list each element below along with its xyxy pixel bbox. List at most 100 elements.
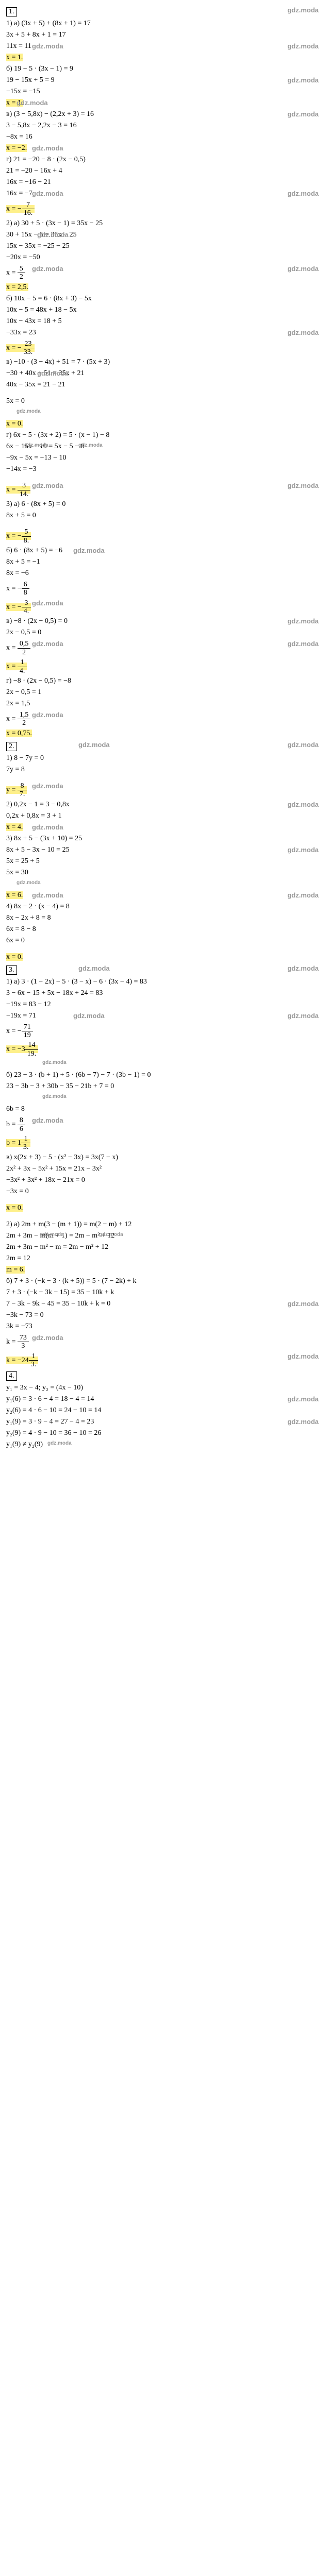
answer: x = 0. bbox=[6, 1204, 23, 1212]
answer: x = 314. bbox=[6, 486, 30, 494]
watermark: gdz.moda bbox=[32, 782, 63, 790]
answer: m = 6. bbox=[6, 1266, 25, 1274]
watermark: gdz.moda bbox=[287, 640, 319, 648]
watermark: gdz.moda bbox=[287, 1012, 319, 1020]
fraction: 86 bbox=[18, 1116, 25, 1133]
eq: 6x = 0 bbox=[6, 937, 324, 946]
eq: в) x(2x + 3) − 5 · (x² − 3x) = 3x(7 − x) bbox=[6, 1154, 324, 1163]
eq: 3) а) 6 · (8x + 5) = 0 bbox=[6, 500, 324, 510]
box-4: 4. bbox=[6, 1371, 17, 1381]
eq: −19x = 83 − 12 bbox=[6, 1001, 324, 1010]
eq: 3 − 5,8x − 2,2x − 3 = 16 bbox=[6, 122, 324, 131]
watermark: gdz.moda bbox=[287, 76, 319, 84]
eq: 19 − 15x + 5 = 9 bbox=[6, 76, 55, 84]
eq: в) −10 · (3 − 4x) + 51 = 7 · (5x + 3) bbox=[6, 358, 324, 367]
fraction: 733 bbox=[18, 1334, 29, 1350]
watermark: gdz.moda bbox=[99, 1232, 123, 1238]
fraction: 716. bbox=[22, 201, 35, 217]
eq: −8x = 16 bbox=[6, 133, 324, 142]
eq: x = 0,52gdz.modagdz.moda bbox=[6, 640, 324, 656]
watermark: gdz.moda bbox=[16, 880, 41, 886]
answer: x = 4. bbox=[6, 823, 23, 831]
watermark: gdz.moda bbox=[287, 329, 319, 336]
watermark: gdz.moda bbox=[287, 1418, 319, 1426]
eq: 2m = 12 bbox=[6, 1255, 324, 1264]
answer: b = 113. bbox=[6, 1139, 30, 1147]
watermark: gdz.moda bbox=[42, 1060, 67, 1065]
eq: 10x − 5 = 48x + 18 − 5x bbox=[6, 306, 324, 315]
watermark: gdz.moda bbox=[32, 640, 63, 648]
answer: x = 0. bbox=[6, 953, 23, 961]
eq: 4) 8x − 2 · (x − 4) = 8 bbox=[6, 903, 324, 912]
watermark: gdz.moda bbox=[78, 741, 110, 749]
answer: k = −2413. bbox=[6, 1357, 38, 1364]
answer: x = 0,75. bbox=[6, 730, 32, 737]
eq: 0,2x + 0,8x = 3 + 1 bbox=[6, 812, 324, 821]
watermark: gdz.moda bbox=[78, 443, 103, 448]
fraction: 0,52 bbox=[18, 640, 31, 656]
fraction: 2333. bbox=[22, 340, 35, 357]
eq: k = 733gdz.moda bbox=[6, 1334, 324, 1350]
watermark: gdz.moda bbox=[287, 42, 319, 50]
eq: y₂(6) = 4 · 6 − 10 = 24 − 10 = 14 bbox=[6, 1406, 324, 1416]
watermark: gdz.moda bbox=[73, 547, 105, 554]
watermark: gdz.moda bbox=[32, 42, 63, 50]
box-2: 2. bbox=[6, 742, 17, 751]
eq: 8x + 5 = −1 bbox=[6, 558, 324, 567]
fraction: 13. bbox=[21, 1135, 31, 1151]
eq: 3 − 6x − 15 + 5x − 18x + 24 = 83 bbox=[6, 989, 324, 998]
eq: 2) а) 2m + m(3 − (m + 1)) = m(2 − m) + 1… bbox=[6, 1221, 131, 1228]
fraction: 314. bbox=[18, 482, 31, 498]
eq: 2x² + 3x − 5x² + 15x = 21x − 3x² bbox=[6, 1165, 324, 1174]
box-1: 1. bbox=[6, 7, 17, 16]
eq: б) 7 + 3 · (−k − 3 · (k + 5)) = 5 · (7 −… bbox=[6, 1277, 324, 1286]
eq: 2) а) 30 + 5 · (3x − 1) = 35x − 25 bbox=[6, 219, 103, 227]
eq: −15x = −15 bbox=[6, 88, 40, 95]
fraction: 87. bbox=[18, 782, 27, 799]
eq: 1) 8 − 7y = 0 bbox=[6, 754, 324, 764]
fraction: 68 bbox=[22, 581, 29, 597]
eq: 1) а) 3 · (1 − 2x) − 5 · (3 − x) − 6 · (… bbox=[6, 978, 324, 987]
watermark: gdz.moda bbox=[287, 891, 319, 899]
box-3: 3. bbox=[6, 965, 17, 975]
eq: 2x − 0,5 = 1 bbox=[6, 688, 324, 698]
eq: 21 = −20 − 16x + 4 bbox=[6, 167, 324, 176]
eq: в) (3 − 5,8x) − (2,2x + 3) = 16 bbox=[6, 110, 94, 118]
watermark: gdz.moda bbox=[16, 99, 48, 107]
watermark: gdz.moda bbox=[73, 1012, 105, 1020]
answer: x = 1. bbox=[6, 54, 23, 61]
watermark: gdz.moda bbox=[32, 1334, 63, 1342]
watermark: gdz.moda bbox=[32, 711, 63, 719]
watermark: gdz.moda bbox=[32, 482, 63, 489]
eq: б) 6 · (8x + 5) = −6 bbox=[6, 547, 62, 554]
fraction: 14. bbox=[18, 658, 27, 675]
fraction: 58. bbox=[22, 528, 31, 545]
fraction: 1,52 bbox=[18, 711, 31, 727]
eq: y₁(9) ≠ y₂(9) bbox=[6, 1440, 43, 1448]
eq: г) −8 · (2x − 0,5) = −8 bbox=[6, 677, 324, 686]
watermark: gdz.moda bbox=[287, 265, 319, 273]
eq: 5x = 25 + 5 bbox=[6, 857, 324, 867]
watermark: gdz.moda bbox=[16, 409, 41, 414]
watermark: gdz.moda bbox=[37, 231, 69, 239]
eq: г) 6x − 5 · (3x + 2) = 5 · (x − 1) − 8 bbox=[6, 431, 324, 440]
watermark: gdz.moda bbox=[287, 846, 319, 854]
answer: x = 6. bbox=[6, 891, 23, 899]
watermark: gdz.moda bbox=[32, 891, 63, 899]
answer: x = −34. bbox=[6, 603, 31, 611]
eq: 2m + 3m − m² − m = 2m − m² + 12 bbox=[6, 1243, 324, 1252]
watermark: gdz.moda bbox=[287, 964, 319, 972]
watermark: gdz.moda bbox=[47, 1440, 72, 1446]
fraction: 34. bbox=[22, 599, 31, 616]
eq: 7 + 3 · (−k − 3k − 15) = 35 − 10k + k bbox=[6, 1289, 324, 1298]
eq: 6x = 8 − 8 bbox=[6, 925, 324, 935]
eq: y₁(6) = 3 · 6 − 4 = 18 − 4 = 14 bbox=[6, 1395, 94, 1403]
answer: x = −31419. bbox=[6, 1045, 38, 1053]
eq: 16x = −7 bbox=[6, 190, 32, 197]
watermark: gdz.moda bbox=[24, 443, 48, 448]
eq: −3x² + 3x² + 18x − 21x = 0 bbox=[6, 1176, 324, 1185]
watermark: gdz.moda bbox=[287, 1395, 319, 1403]
watermark: gdz.moda bbox=[32, 190, 63, 197]
eq: x = 1,52gdz.moda bbox=[6, 711, 324, 727]
watermark: gdz.moda bbox=[42, 1094, 67, 1099]
